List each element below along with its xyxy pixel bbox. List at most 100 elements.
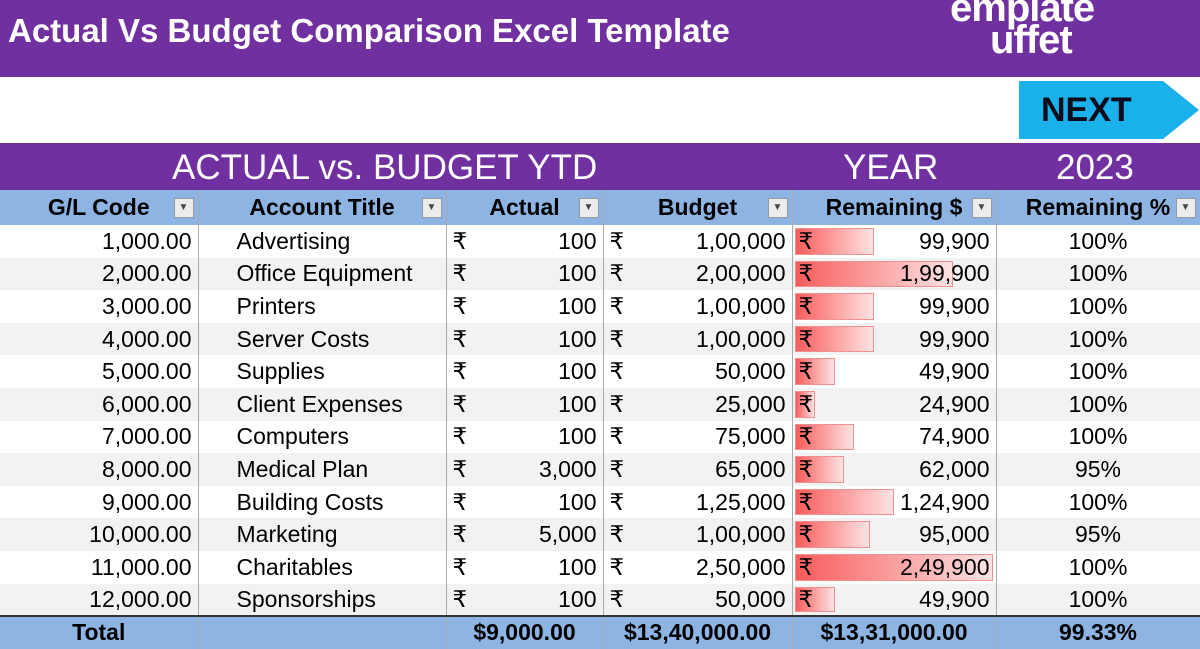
actual-cell[interactable]: ₹100 [446,355,604,388]
account-title[interactable]: Advertising [198,225,447,258]
remaining-cell[interactable]: ₹99,900 [792,322,997,356]
year-value[interactable]: 2023 [1056,148,1134,187]
gl-code[interactable]: 9,000.00 [0,485,199,519]
table-row: 9,000.00 Building Costs ₹100 ₹1,25,000 ₹… [0,485,1200,519]
budget-cell[interactable]: ₹50,000 [603,355,793,388]
remaining-cell[interactable]: ₹1,99,900 [792,257,997,291]
actual-cell[interactable]: ₹100 [446,485,604,519]
remaining-cell[interactable]: ₹99,900 [792,290,997,323]
gl-code[interactable]: 12,000.00 [0,583,199,617]
remaining-pct[interactable]: 100% [996,257,1200,291]
budget-cell[interactable]: ₹25,000 [603,387,793,421]
remaining-cell[interactable]: ₹2,49,900 [792,550,997,584]
account-title[interactable]: Office Equipment [198,257,447,291]
filter-dropdown-icon[interactable]: ▼ [1175,198,1196,218]
gl-code[interactable]: 2,000.00 [0,257,199,291]
data-bar [794,488,894,516]
remaining-cell[interactable]: ₹49,900 [792,355,997,388]
gl-code[interactable]: 4,000.00 [0,322,199,356]
remaining-pct[interactable]: 100% [996,355,1200,388]
remaining-pct[interactable]: 95% [996,518,1200,551]
actual-cell[interactable]: ₹100 [446,583,604,617]
data-bar [794,325,874,353]
actual-cell[interactable]: ₹100 [446,322,604,356]
data-bar [794,553,993,581]
budget-cell[interactable]: ₹1,00,000 [603,518,793,551]
page-title: Actual Vs Budget Comparison Excel Templa… [8,12,730,49]
data-bar [794,390,815,418]
account-title[interactable]: Building Costs [198,485,447,519]
budget-cell[interactable]: ₹1,25,000 [603,485,793,519]
remaining-pct[interactable]: 100% [996,225,1200,258]
data-bar [794,586,835,613]
account-title[interactable]: Medical Plan [198,453,447,486]
column-header: G/L Code ▼ [0,190,199,225]
gl-code[interactable]: 1,000.00 [0,225,199,258]
gl-code[interactable]: 10,000.00 [0,518,199,551]
total-budget: $13,40,000.00 [603,615,793,649]
remaining-pct[interactable]: 100% [996,420,1200,454]
remaining-pct[interactable]: 100% [996,485,1200,519]
gl-code[interactable]: 5,000.00 [0,355,199,388]
gl-code[interactable]: 8,000.00 [0,453,199,486]
actual-cell[interactable]: ₹3,000 [446,453,604,486]
filter-dropdown-icon[interactable]: ▼ [421,198,442,218]
budget-cell[interactable]: ₹50,000 [603,583,793,617]
data-bar [794,358,835,385]
actual-cell[interactable]: ₹100 [446,290,604,323]
account-title[interactable]: Marketing [198,518,447,551]
gl-code[interactable]: 3,000.00 [0,290,199,323]
total-row: Total $9,000.00 $13,40,000.00 $13,31,000.… [0,615,1200,649]
remaining-pct[interactable]: 100% [996,387,1200,421]
remaining-pct[interactable]: 100% [996,290,1200,323]
column-header: Actual ▼ [446,190,604,225]
filter-dropdown-icon[interactable]: ▼ [971,198,992,218]
account-title[interactable]: Server Costs [198,322,447,356]
gl-code[interactable]: 7,000.00 [0,420,199,454]
account-title[interactable]: Sponsorships [198,583,447,617]
remaining-pct[interactable]: 100% [996,583,1200,617]
filter-dropdown-icon[interactable]: ▼ [578,198,599,218]
account-title[interactable]: Printers [198,290,447,323]
actual-cell[interactable]: ₹100 [446,387,604,421]
remaining-cell[interactable]: ₹62,000 [792,453,997,486]
data-bar [794,521,870,548]
table-row: 2,000.00 Office Equipment ₹100 ₹2,00,000… [0,257,1200,291]
budget-cell[interactable]: ₹1,00,000 [603,290,793,323]
remaining-cell[interactable]: ₹24,900 [792,387,997,421]
budget-cell[interactable]: ₹1,00,000 [603,225,793,258]
actual-cell[interactable]: ₹100 [446,257,604,291]
remaining-pct[interactable]: 95% [996,453,1200,486]
budget-cell[interactable]: ₹65,000 [603,453,793,486]
next-button[interactable]: NEXT [1019,81,1199,139]
summary-band: ACTUAL vs. BUDGET YTD YEAR 2023 [0,143,1200,190]
remaining-cell[interactable]: ₹95,000 [792,518,997,551]
account-title[interactable]: Computers [198,420,447,454]
budget-cell[interactable]: ₹1,00,000 [603,322,793,356]
budget-cell[interactable]: ₹75,000 [603,420,793,454]
actual-cell[interactable]: ₹100 [446,420,604,454]
empty-cell [198,615,447,649]
remaining-cell[interactable]: ₹74,900 [792,420,997,454]
title-bar: Actual Vs Budget Comparison Excel Templa… [0,0,1200,77]
budget-cell[interactable]: ₹2,50,000 [603,550,793,584]
budget-cell[interactable]: ₹2,00,000 [603,257,793,291]
actual-cell[interactable]: ₹100 [446,550,604,584]
remaining-cell[interactable]: ₹49,900 [792,583,997,617]
account-title[interactable]: Supplies [198,355,447,388]
account-title[interactable]: Client Expenses [198,387,447,421]
account-title[interactable]: Charitables [198,550,447,584]
gl-code[interactable]: 6,000.00 [0,387,199,421]
actual-cell[interactable]: ₹5,000 [446,518,604,551]
remaining-cell[interactable]: ₹99,900 [792,225,997,258]
data-bar [794,293,874,320]
gl-code[interactable]: 11,000.00 [0,550,199,584]
filter-dropdown-icon[interactable]: ▼ [173,198,194,218]
filter-dropdown-icon[interactable]: ▼ [767,198,788,218]
actual-cell[interactable]: ₹100 [446,225,604,258]
budget-table: G/L Code ▼ Account Title ▼ Actual ▼ Budget ▼ Rem… [0,190,1200,649]
remaining-cell[interactable]: ₹1,24,900 [792,485,997,519]
table-row: 3,000.00 Printers ₹100 ₹1,00,000 ₹99,900… [0,290,1200,323]
remaining-pct[interactable]: 100% [996,322,1200,356]
remaining-pct[interactable]: 100% [996,550,1200,584]
